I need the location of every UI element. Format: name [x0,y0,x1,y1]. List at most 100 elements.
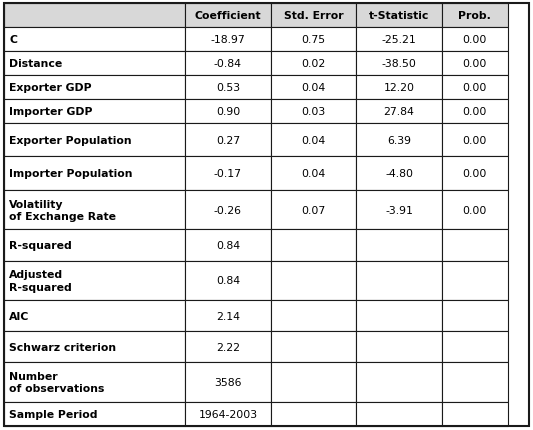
Bar [271,28,356,52]
Text: 0.00: 0.00 [463,83,487,93]
Bar [4,100,185,123]
Bar [4,402,185,426]
Bar [185,4,271,28]
Text: 0.04: 0.04 [301,83,326,93]
Bar [4,52,185,76]
Bar [442,301,508,332]
Text: 0.02: 0.02 [301,59,326,69]
Bar [271,157,356,190]
Bar [356,123,442,157]
Bar [442,402,508,426]
Bar [185,28,271,52]
Bar [185,190,271,230]
Bar [356,332,442,362]
Text: Sample Period: Sample Period [9,409,98,419]
Text: Std. Error: Std. Error [284,11,343,21]
Bar [356,190,442,230]
Text: 6.39: 6.39 [387,135,411,145]
Bar [4,261,185,301]
Bar [442,261,508,301]
Bar [356,76,442,100]
Bar [185,332,271,362]
Bar [271,123,356,157]
Bar [4,362,185,402]
Bar [442,362,508,402]
Bar [356,52,442,76]
Text: 1964-2003: 1964-2003 [198,409,257,419]
Text: 12.20: 12.20 [384,83,415,93]
Bar [271,100,356,123]
Bar [4,190,185,230]
Text: 0.00: 0.00 [463,35,487,45]
Bar [442,4,508,28]
Bar [271,190,356,230]
Bar [271,402,356,426]
Bar [185,230,271,261]
Bar [4,230,185,261]
Text: 0.75: 0.75 [302,35,326,45]
Text: 27.84: 27.84 [384,107,415,117]
Text: C: C [9,35,17,45]
Text: 0.27: 0.27 [216,135,240,145]
Bar [271,362,356,402]
Text: -3.91: -3.91 [385,205,413,215]
Bar [185,123,271,157]
Text: Volatility
of Exchange Rate: Volatility of Exchange Rate [9,199,116,221]
Bar [271,52,356,76]
Text: 0.07: 0.07 [301,205,326,215]
Bar [356,4,442,28]
Bar [442,52,508,76]
Text: 0.53: 0.53 [216,83,240,93]
Text: 0.84: 0.84 [216,240,240,250]
Text: Importer GDP: Importer GDP [9,107,93,117]
Bar [185,52,271,76]
Bar [356,261,442,301]
Text: -38.50: -38.50 [382,59,416,69]
Bar [442,332,508,362]
Text: 0.04: 0.04 [301,135,326,145]
Text: Distance: Distance [9,59,62,69]
Text: -4.80: -4.80 [385,169,413,179]
Text: Coefficient: Coefficient [195,11,261,21]
Text: t-Statistic: t-Statistic [369,11,429,21]
Text: 0.00: 0.00 [463,59,487,69]
Bar [356,28,442,52]
Bar [4,123,185,157]
Text: 2.22: 2.22 [216,342,240,352]
Bar [356,157,442,190]
Text: 3586: 3586 [214,378,241,387]
Bar [442,230,508,261]
Bar [442,123,508,157]
Bar [271,4,356,28]
Bar [271,332,356,362]
Bar [356,230,442,261]
Text: 0.00: 0.00 [463,135,487,145]
Text: -0.84: -0.84 [214,59,242,69]
Bar [4,76,185,100]
Bar [185,301,271,332]
Text: -18.97: -18.97 [211,35,245,45]
Bar [185,76,271,100]
Bar [442,157,508,190]
Text: 0.00: 0.00 [463,205,487,215]
Text: Adjusted
R-squared: Adjusted R-squared [9,270,72,292]
Bar [442,76,508,100]
Bar [185,362,271,402]
Bar [4,4,185,28]
Text: 0.84: 0.84 [216,276,240,286]
Bar [356,100,442,123]
Bar [442,190,508,230]
Bar [4,157,185,190]
Text: -25.21: -25.21 [382,35,416,45]
Bar [4,332,185,362]
Text: Number
of observations: Number of observations [9,371,104,393]
Text: R-squared: R-squared [9,240,72,250]
Bar [185,261,271,301]
Text: 0.90: 0.90 [216,107,240,117]
Bar [185,157,271,190]
Text: -0.26: -0.26 [214,205,242,215]
Text: Schwarz criterion: Schwarz criterion [9,342,116,352]
Bar [271,230,356,261]
Bar [356,362,442,402]
Bar [271,76,356,100]
